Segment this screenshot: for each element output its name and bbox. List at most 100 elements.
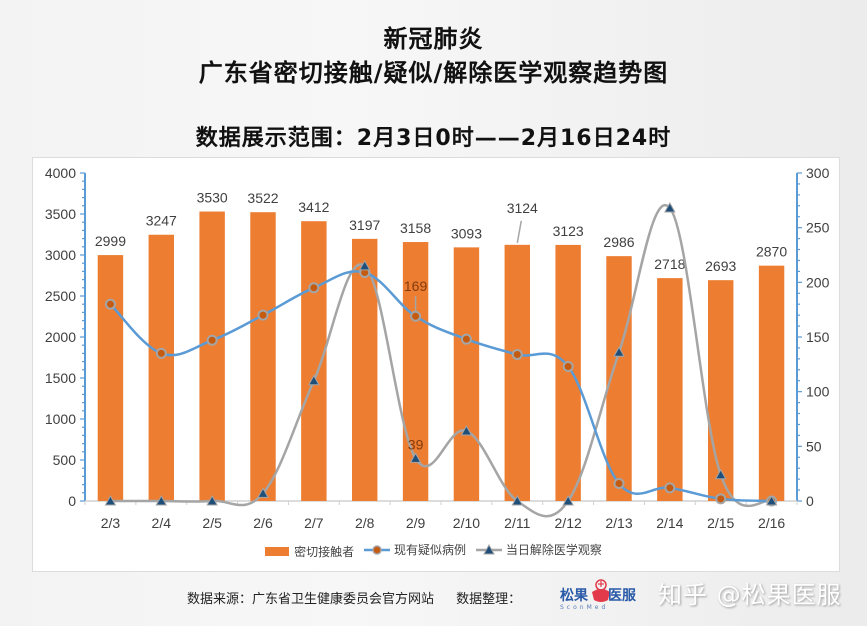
point-suspected-2/9 [410,310,422,322]
bar-2/7 [301,221,327,501]
right-axis-tick-label: 150 [806,329,830,345]
point-released-2/9 [409,452,422,463]
legend-label-released: 当日解除医学观察 [505,543,602,557]
footer: 数据来源：广东省卫生健康委员会官方网站 数据整理： [187,588,539,607]
bar-2/4 [148,234,174,501]
point-released-2/15 [714,468,727,480]
right-axis-tick-label: 250 [806,220,830,236]
x-axis-tick-label: 2/14 [656,515,683,531]
bar-value-label: 2718 [654,256,685,272]
x-axis-tick-label: 2/8 [355,515,375,531]
logo-subtext: SconMed [560,604,609,611]
point-suspected-2/5 [206,334,218,346]
bar-2/11 [504,244,530,501]
x-axis-tick-label: 2/5 [202,515,222,531]
bar-value-label: 3530 [197,190,228,206]
chart-title: 新冠肺炎 广东省密切接触/疑似/解除医学观察趋势图 [0,22,867,90]
bar-value-label: 3247 [146,213,177,229]
x-axis-tick-label: 2/15 [707,515,734,531]
point-released-2/10 [460,424,473,436]
bar-value-label: 2999 [95,233,126,249]
left-axis-tick-label: 1000 [45,411,76,427]
bar-value-label: 3522 [247,190,278,206]
point-released-2/12 [562,494,574,506]
legend-item-released: 当日解除医学观察 [475,541,602,558]
bar-value-label: 3123 [553,223,584,239]
point-released-2/7 [308,374,320,386]
sconmed-logo: 松果 医服 SconMed [558,578,638,612]
point-suspected-2/4 [155,347,167,359]
left-axis-tick-label: 2000 [45,329,76,345]
bar-value-label: 3412 [298,199,329,215]
bar-value-label: 2986 [603,234,634,250]
legend-circle-line-icon [363,544,390,555]
bar-value-label: 3197 [349,217,380,233]
bar-2/6 [250,212,276,502]
x-axis-tick-label: 2/4 [152,515,172,531]
title-line-2: 广东省密切接触/疑似/解除医学观察趋势图 [198,59,669,87]
point-suspected-2/6 [257,309,269,321]
x-axis-tick-label: 2/12 [555,515,582,531]
legend-triangle-line-icon [475,543,502,554]
x-axis-tick-label: 2/9 [406,515,426,531]
released-annotation-label: 39 [408,436,424,452]
x-axis-tick-label: 2/6 [253,515,273,531]
x-axis-tick-label: 2/3 [101,515,121,531]
left-axis-tick-label: 3500 [45,206,76,222]
point-suspected-2/12 [562,361,574,373]
legend-label-suspected: 现有疑似病例 [393,543,466,557]
suspected-annotation-label: 169 [404,278,428,294]
point-released-2/3 [104,494,117,506]
bar-value-label: 3158 [400,220,431,236]
left-axis-tick-label: 2500 [45,288,76,304]
point-released-2/13 [613,346,625,357]
bar-2/10 [453,247,480,501]
point-suspected-2/13 [613,478,625,490]
left-axis-tick-label: 500 [53,452,77,468]
legend-item-suspected: 现有疑似病例 [363,541,466,558]
point-released-2/16 [765,494,778,506]
legend: 密切接触者 现有疑似病例 当日解除医学观察 [0,541,867,560]
bar-2/3 [97,255,124,501]
point-released-2/6 [257,487,269,498]
cup-icon [592,579,610,602]
bar-value-label: 2693 [705,258,736,274]
bar-2/12 [555,244,581,501]
watermark: 知乎 @松果医服 [658,581,842,609]
title-line-1: 新冠肺炎 [383,25,484,53]
legend-label-contacts: 密切接触者 [294,544,355,559]
point-suspected-2/3 [104,298,116,310]
x-axis-tick-label: 2/16 [758,515,785,531]
left-axis-tick-label: 3000 [45,247,76,263]
bar-value-label: 3124 [507,200,538,216]
bar-2/5 [199,211,225,502]
bar-label-leader [516,220,523,243]
left-axis-tick-label: 1500 [45,370,76,386]
point-suspected-2/14 [664,482,676,494]
right-axis-tick-label: 0 [806,493,814,509]
bar-2/16 [758,265,785,501]
x-axis-tick-label: 2/13 [605,515,632,531]
bar-value-label: 3093 [451,225,482,241]
footer-organizer: 数据整理： [456,592,522,607]
point-suspected-2/11 [511,348,523,360]
logo-text-right: 医服 [608,588,636,604]
footer-source: 数据来源：广东省卫生健康委员会官方网站 [187,592,435,607]
right-axis-tick-label: 50 [806,438,822,454]
left-axis-tick-label: 0 [68,493,76,509]
legend-item-contacts: 密切接触者 [265,543,354,560]
bar-value-label: 2870 [756,244,787,260]
x-axis-tick-label: 2/10 [453,515,480,531]
right-axis-tick-label: 100 [806,384,830,400]
point-suspected-2/15 [715,493,727,505]
point-suspected-2/10 [460,333,472,345]
left-axis-tick-label: 4000 [45,165,76,181]
bar-2/15 [708,280,734,501]
chart-subtitle: 数据展示范围：2月3日0时——2月16日24时 [195,126,672,151]
right-axis-tick-label: 200 [806,274,830,290]
x-axis-tick-label: 2/7 [304,515,324,531]
line-suspected [109,270,772,503]
point-released-2/8 [358,259,371,271]
point-released-2/11 [511,494,524,506]
right-axis-tick-label: 300 [806,165,830,181]
